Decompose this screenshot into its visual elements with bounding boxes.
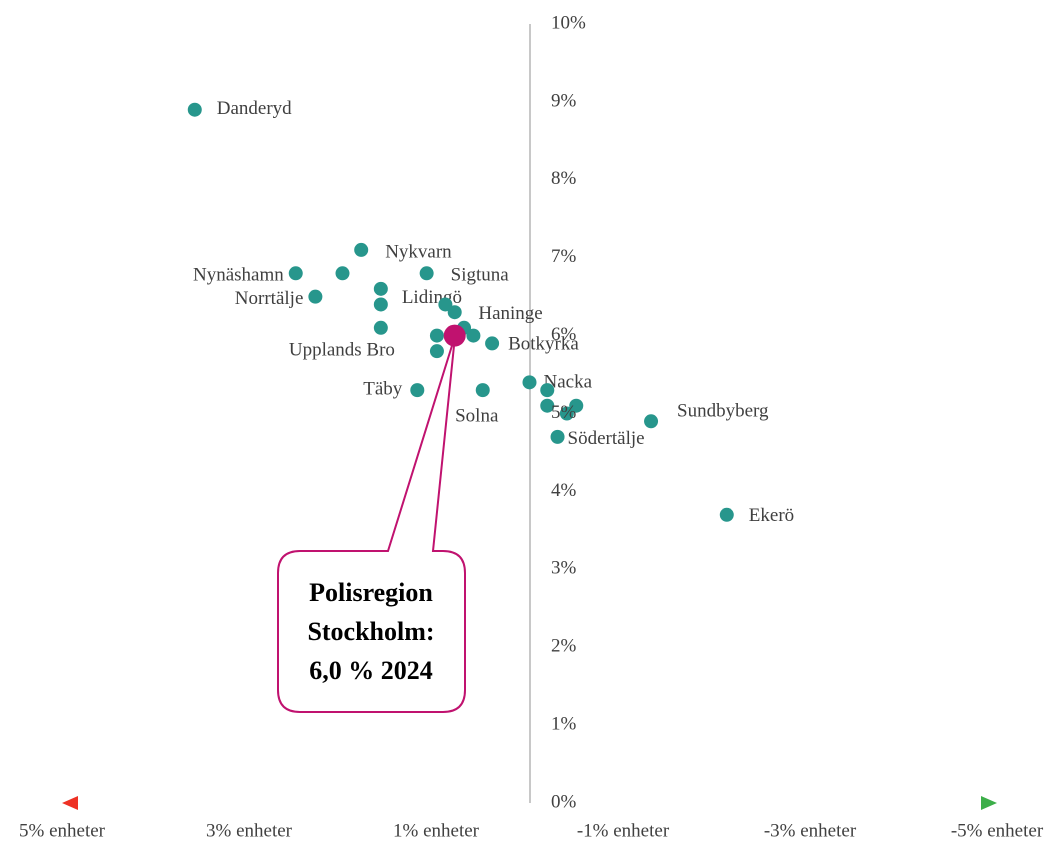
y-tick-label: 6% [551, 324, 577, 345]
point [335, 266, 350, 281]
point-label: Nynäshamn [193, 265, 284, 286]
point [429, 328, 444, 343]
highlight-point [443, 324, 466, 347]
point-label: Södertälje [568, 428, 645, 449]
x-tick-label: 5% enheter [19, 820, 106, 841]
y-tick-label: 0% [551, 791, 577, 812]
point-label: Nacka [544, 372, 593, 393]
point-label: Danderyd [217, 98, 292, 119]
point-label: Lidingö [402, 287, 462, 308]
x-tick-label: 3% enheter [206, 820, 293, 841]
point-label: Haninge [478, 303, 542, 324]
point [644, 414, 659, 429]
point [550, 429, 565, 444]
point [288, 266, 303, 281]
x-tick-label: -3% enheter [764, 820, 857, 841]
point [569, 398, 584, 413]
point [485, 336, 500, 351]
point [354, 242, 369, 257]
point [540, 398, 555, 413]
point [308, 289, 323, 304]
point-label: Nykvarn [385, 241, 452, 262]
arrow-left [62, 796, 78, 810]
point [466, 328, 481, 343]
y-tick-label: 2% [551, 636, 577, 657]
callout-box [277, 335, 466, 713]
point-label: Täby [363, 378, 403, 399]
y-tick-label: 3% [551, 558, 577, 579]
point [373, 297, 388, 312]
y-tick-label: 1% [551, 713, 577, 734]
point [438, 297, 453, 312]
y-tick-label: 4% [551, 480, 577, 501]
y-tick-label: 5% [551, 402, 577, 423]
point [522, 375, 537, 390]
point-label: Ekerö [749, 505, 794, 526]
callout-text: Stockholm: [307, 617, 434, 646]
point-label: Sigtuna [451, 265, 510, 286]
point [373, 281, 388, 296]
point [429, 344, 444, 359]
y-tick-label: 8% [551, 168, 577, 189]
x-tick-label: -5% enheter [951, 820, 1044, 841]
point [187, 102, 202, 117]
point [540, 383, 555, 398]
callout-text: Polisregion [309, 578, 433, 607]
point [410, 383, 425, 398]
point-label: Norrtälje [235, 288, 304, 309]
x-tick-label: -1% enheter [577, 820, 670, 841]
y-tick-label: 7% [551, 246, 577, 267]
callout-text: 6,0 % 2024 [309, 656, 433, 685]
point [719, 507, 734, 522]
x-tick-label: 1% enheter [393, 820, 480, 841]
point-label: Solna [455, 405, 499, 426]
callout: Polisregion Stockholm: 6,0 % 2024 [277, 335, 466, 713]
point [419, 266, 434, 281]
arrow-right [981, 796, 997, 810]
point [373, 320, 388, 335]
point-label: Sundbyberg [677, 401, 769, 422]
point-label: Upplands Bro [289, 340, 395, 361]
point [447, 305, 462, 320]
point [559, 406, 574, 421]
point-label: Botkyrka [508, 334, 579, 355]
point [475, 383, 490, 398]
y-tick-label: 9% [551, 90, 577, 111]
y-tick-label: 10% [551, 12, 586, 33]
